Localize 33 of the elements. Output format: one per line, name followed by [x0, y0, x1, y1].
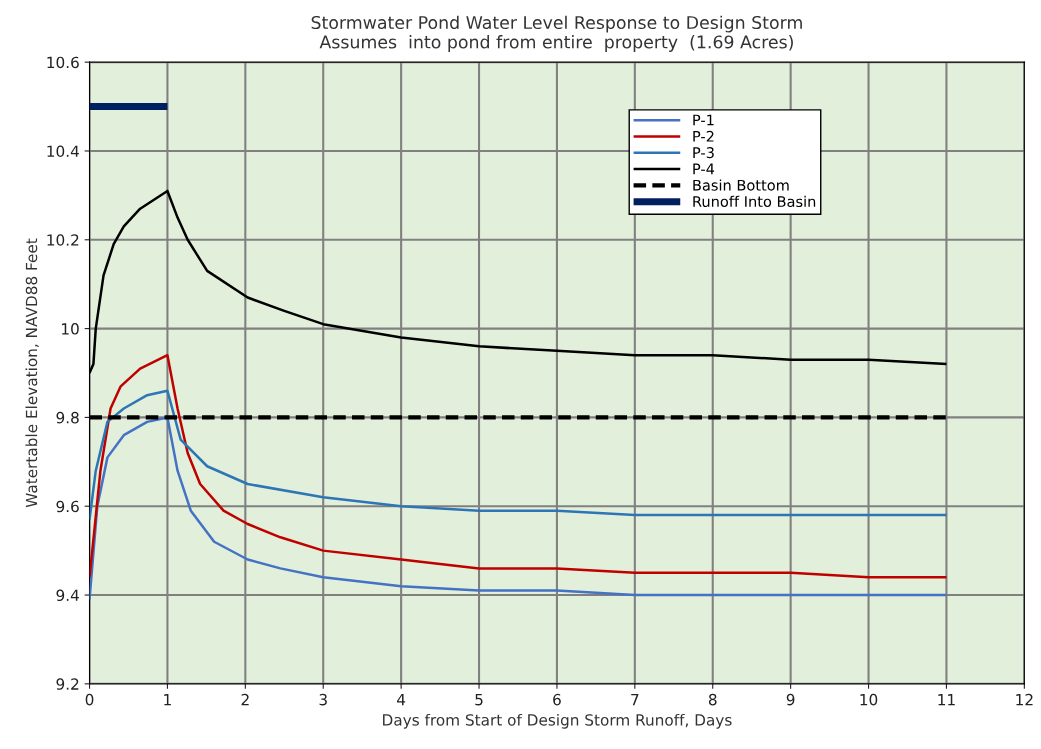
legend-label: P-3 [693, 147, 714, 159]
legend-label: P-2 [693, 130, 714, 142]
x-tick-label: 11 [938, 694, 955, 706]
y-tick-label: 10.2 [47, 234, 79, 246]
legend-label: Basin Bottom [693, 179, 789, 191]
x-axis-title: Days from Start of Design Storm Runoff, Days [383, 713, 732, 729]
x-tick-label: 2 [241, 693, 249, 706]
chart-title: Stormwater Pond Water Level Response to Design Storm Assumes into pond from entire property (1.69 Acres) [311, 15, 802, 52]
legend-label: P-1 [693, 114, 714, 126]
x-tick-label: 6 [553, 693, 561, 706]
y-tick-label: 9.2 [56, 678, 79, 690]
x-tick-label: 3 [319, 693, 327, 706]
x-tick-label: 12 [1016, 693, 1033, 706]
x-tick-label: 5 [475, 694, 483, 706]
line-series [89, 389, 948, 521]
x-tick-label: 4 [397, 694, 406, 706]
line-series [89, 416, 948, 601]
y-tick-label: 9.8 [56, 411, 79, 424]
y-tick-label: 10 [62, 323, 79, 335]
x-tick-label: 1 [164, 694, 171, 706]
x-tick-label: 9 [786, 693, 795, 706]
legend-label: P-4 [693, 163, 715, 175]
x-tick-label: 7 [631, 694, 639, 706]
x-tick-label: 8 [708, 693, 717, 706]
x-tick-label: 10 [860, 693, 878, 706]
legend-label: Runoff Into Basin [693, 195, 816, 208]
y-tick-label: 10.6 [47, 56, 79, 69]
x-tick-label: 0 [85, 693, 94, 706]
y-tick-label: 10.4 [47, 145, 79, 157]
line-series [89, 353, 948, 579]
y-tick-label: 9.4 [56, 589, 79, 602]
y-axis-title: Watertable Elevation, NAVD88 Feet [25, 238, 39, 508]
y-tick-label: 9.6 [56, 500, 79, 513]
